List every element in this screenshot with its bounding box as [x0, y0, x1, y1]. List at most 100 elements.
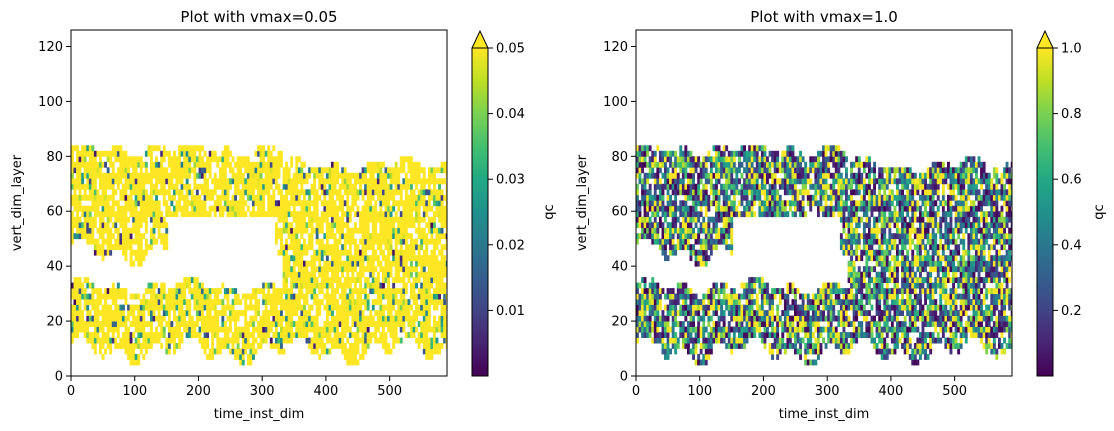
heatmap-cell [346, 200, 350, 207]
heatmap-cell [318, 337, 322, 344]
heatmap-cell [399, 304, 403, 311]
heatmap-cell [636, 150, 639, 157]
heatmap-cell [420, 238, 424, 245]
heatmap-cell [656, 194, 660, 201]
heatmap-cell [216, 332, 220, 338]
heatmap-cell [773, 183, 777, 190]
heatmap-cell [203, 194, 207, 201]
heatmap-cell [735, 321, 739, 327]
heatmap-cell [404, 189, 408, 196]
heatmap-cell [124, 315, 128, 322]
heatmap-cell [684, 211, 688, 218]
heatmap-cell [129, 293, 133, 300]
heatmap-cell [134, 337, 138, 344]
heatmap-cell [259, 194, 263, 201]
heatmap-cell [254, 194, 258, 201]
heatmap-cell [641, 189, 644, 196]
heatmap-cell [356, 293, 360, 300]
heatmap-cell [264, 315, 268, 322]
heatmap-cell [704, 310, 708, 316]
heatmap-cell [272, 321, 276, 327]
heatmap-cell [218, 299, 222, 305]
heatmap-cell [763, 343, 767, 349]
heatmap-cell [246, 332, 250, 338]
heatmap-cell [328, 183, 332, 190]
heatmap-cell [661, 348, 665, 355]
heatmap-cell [300, 282, 304, 289]
heatmap-cell [722, 326, 726, 333]
heatmap-cell [712, 172, 716, 179]
heatmap-cell [81, 227, 85, 234]
heatmap-cell [651, 282, 655, 289]
heatmap-cell [300, 183, 304, 190]
heatmap-cell [88, 205, 92, 212]
heatmap-cell [272, 178, 276, 185]
heatmap-cell [323, 194, 327, 201]
heatmap-cell [178, 205, 181, 212]
heatmap-cell [389, 205, 393, 212]
heatmap-cell [422, 304, 426, 311]
heatmap-cell [384, 200, 388, 207]
heatmap-cell [313, 205, 317, 212]
heatmap-cell [287, 178, 291, 185]
heatmap-cell [425, 282, 429, 289]
heatmap-cell [277, 337, 281, 344]
heatmap-cell [684, 343, 688, 349]
heatmap-cell [653, 194, 657, 201]
heatmap-cell [231, 310, 235, 316]
heatmap-cell [282, 200, 286, 207]
heatmap-cell [722, 299, 726, 305]
heatmap-cell [354, 315, 357, 322]
heatmap-cell [425, 200, 429, 207]
heatmap-cell [351, 304, 355, 311]
heatmap-cell [331, 222, 334, 229]
heatmap-cell [661, 172, 665, 179]
heatmap-cell [88, 299, 92, 305]
heatmap-cell [361, 299, 365, 305]
heatmap-cell [694, 326, 698, 333]
heatmap-cell [715, 238, 718, 245]
heatmap-cell [336, 189, 339, 196]
heatmap-cell [83, 299, 87, 305]
heatmap-cell [646, 200, 650, 207]
heatmap-cell [658, 293, 662, 300]
heatmap-cell [313, 271, 317, 278]
heatmap-cell [190, 194, 194, 201]
heatmap-cell [137, 343, 141, 349]
heatmap-cell [119, 167, 123, 174]
heatmap-cell [402, 233, 406, 240]
heatmap-cell [397, 216, 401, 223]
heatmap-cell [763, 321, 767, 327]
heatmap-cell [73, 277, 77, 283]
heatmap-cell [173, 315, 176, 322]
heatmap-cell [430, 205, 434, 212]
heatmap-cell [252, 194, 255, 201]
heatmap-cell [433, 299, 436, 305]
heatmap-cell [303, 266, 306, 273]
heatmap-cell [193, 321, 197, 327]
heatmap-cell [76, 205, 79, 212]
heatmap-cell [371, 332, 375, 338]
heatmap-cell [402, 321, 406, 327]
heatmap-cell [310, 343, 314, 349]
heatmap-cell [656, 172, 660, 179]
heatmap-cell [124, 216, 128, 223]
heatmap-cell [267, 183, 271, 190]
heatmap-cell [681, 189, 685, 196]
heatmap-cell [712, 216, 716, 223]
heatmap-cell [374, 222, 378, 229]
heatmap-cell [331, 288, 334, 294]
heatmap-cell [643, 299, 647, 305]
heatmap-cell [760, 293, 764, 300]
heatmap-cell [346, 337, 350, 344]
heatmap-cell [124, 244, 128, 251]
heatmap-cell [201, 200, 204, 207]
heatmap-cell [195, 288, 199, 294]
heatmap-cell [709, 315, 713, 322]
heatmap-cell [78, 315, 82, 322]
heatmap-cell [252, 161, 255, 168]
heatmap-cell [661, 189, 665, 196]
heatmap-cell [735, 211, 739, 218]
heatmap-cell [354, 359, 357, 366]
heatmap-cell [303, 161, 306, 168]
